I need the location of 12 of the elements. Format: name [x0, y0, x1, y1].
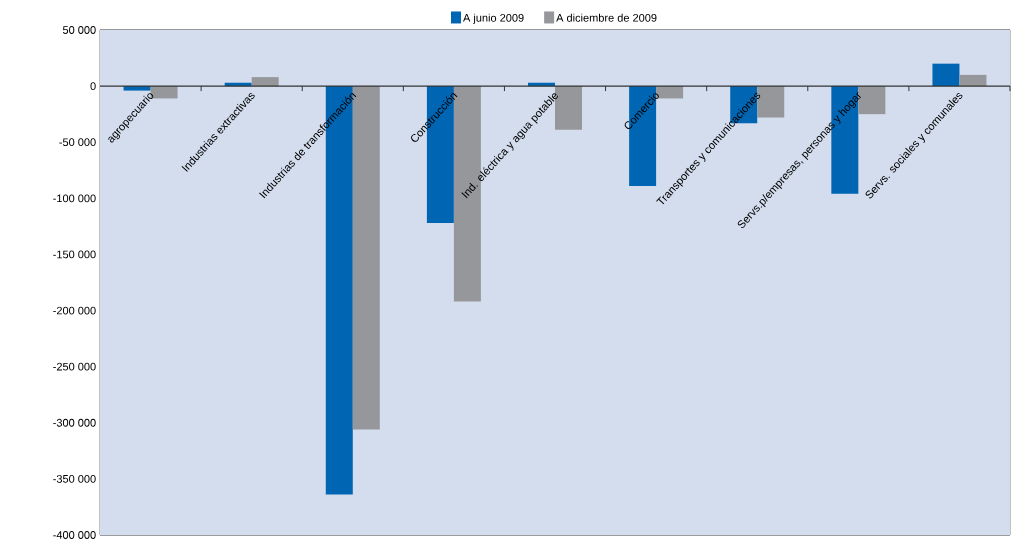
y-tick-label: -100 000 — [53, 194, 96, 203]
y-tick-label: -150 000 — [53, 250, 96, 259]
y-tick-label: -50 000 — [59, 138, 96, 147]
legend-label: A junio 2009 — [463, 13, 524, 25]
legend-label: A diciembre de 2009 — [556, 13, 657, 22]
y-tick-label: -250 000 — [53, 362, 96, 371]
y-tick-label: 50 000 — [62, 26, 96, 35]
y-tick-label: -400 000 — [53, 531, 96, 540]
y-tick-label: -200 000 — [53, 306, 96, 315]
y-tick-label: 0 — [90, 82, 96, 91]
y-tick-label: -300 000 — [53, 419, 96, 427]
y-tick-label: -350 000 — [53, 475, 96, 483]
